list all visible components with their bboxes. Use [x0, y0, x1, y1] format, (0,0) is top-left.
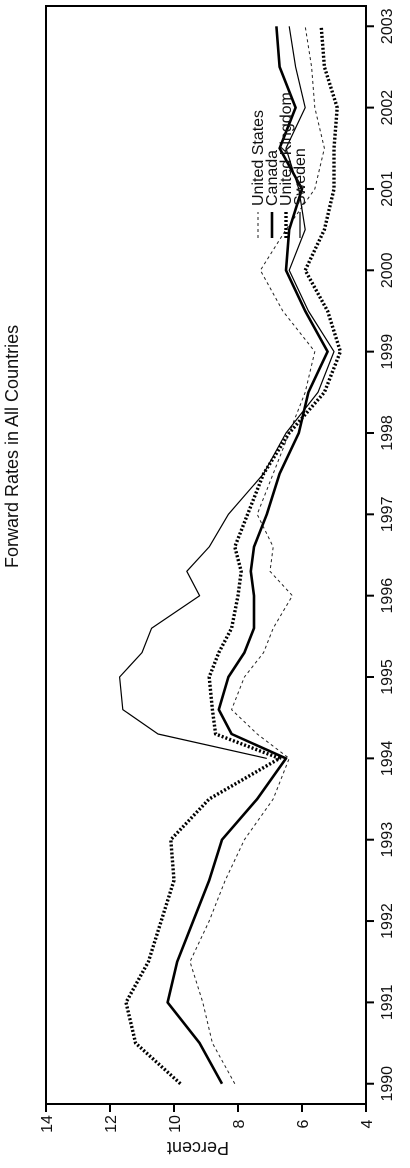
x-ticks: 1990 1991 1992 1993 1994 1995 1996 1997 1998 1999…	[366, 8, 396, 1102]
series-line-united-kingdom	[124, 26, 343, 1085]
legend-label: Canada	[264, 150, 281, 206]
legend-label: United States	[250, 110, 267, 206]
series-lines	[119, 26, 343, 1085]
legend-label: Sweden	[292, 148, 309, 206]
y-tick-label: 12	[103, 1115, 120, 1133]
series-line-sweden	[119, 26, 335, 759]
x-tick-label: 1990	[379, 1066, 396, 1102]
x-tick-label: 2003	[379, 8, 396, 44]
x-tick-label: 1994	[379, 740, 396, 776]
x-tick-label: 1996	[379, 578, 396, 614]
legend-label: United Kingdom	[278, 92, 295, 206]
plot-frame	[45, 5, 367, 1105]
x-tick-label: 1991	[379, 984, 396, 1020]
x-tick-label: 1992	[379, 903, 396, 939]
chart-title: Forward Rates in All Countries	[2, 325, 22, 568]
x-tick-label: 1998	[379, 415, 396, 451]
y-ticks: 4 6 8 10 12 14	[39, 1104, 376, 1133]
y-tick-label: 10	[167, 1115, 184, 1133]
x-tick-label: 2002	[379, 90, 396, 126]
x-tick-label: 1995	[379, 659, 396, 695]
y-tick-label: 6	[295, 1119, 312, 1128]
y-tick-label: 14	[39, 1115, 56, 1133]
y-tick-label: 4	[359, 1119, 376, 1128]
y-tick-label: 8	[231, 1119, 248, 1128]
x-tick-label: 1993	[379, 822, 396, 858]
x-tick-label: 2001	[379, 171, 396, 207]
x-tick-label: 1997	[379, 496, 396, 532]
x-tick-label: 2000	[379, 252, 396, 288]
y-axis-label: Percent	[167, 1138, 229, 1158]
x-tick-label: 1999	[379, 334, 396, 370]
series-line-canada	[166, 26, 329, 1085]
